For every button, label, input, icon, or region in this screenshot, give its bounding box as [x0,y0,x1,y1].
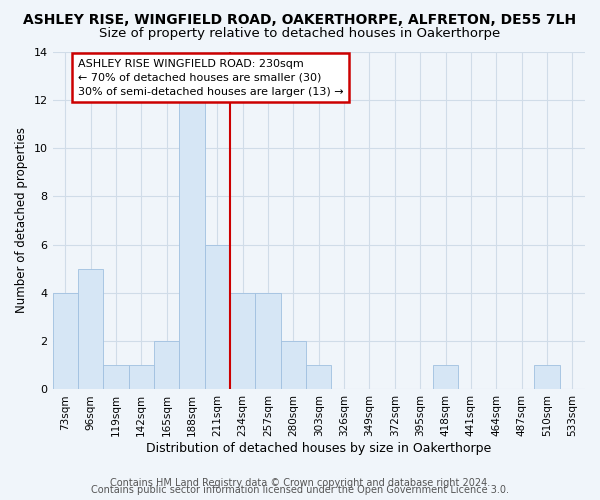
Text: Size of property relative to detached houses in Oakerthorpe: Size of property relative to detached ho… [100,28,500,40]
Bar [534,366,560,390]
Bar [78,269,103,390]
Bar [433,366,458,390]
Text: ASHLEY RISE WINGFIELD ROAD: 230sqm
← 70% of detached houses are smaller (30)
30%: ASHLEY RISE WINGFIELD ROAD: 230sqm ← 70%… [78,58,344,96]
X-axis label: Distribution of detached houses by size in Oakerthorpe: Distribution of detached houses by size … [146,442,491,455]
Bar [103,366,128,390]
Bar [179,100,205,390]
Bar [281,341,306,390]
Bar [154,341,179,390]
Bar [205,244,230,390]
Bar [306,366,331,390]
Bar [256,293,281,390]
Y-axis label: Number of detached properties: Number of detached properties [15,128,28,314]
Bar [128,366,154,390]
Text: ASHLEY RISE, WINGFIELD ROAD, OAKERTHORPE, ALFRETON, DE55 7LH: ASHLEY RISE, WINGFIELD ROAD, OAKERTHORPE… [23,12,577,26]
Bar [230,293,256,390]
Bar [53,293,78,390]
Text: Contains public sector information licensed under the Open Government Licence 3.: Contains public sector information licen… [91,485,509,495]
Text: Contains HM Land Registry data © Crown copyright and database right 2024.: Contains HM Land Registry data © Crown c… [110,478,490,488]
